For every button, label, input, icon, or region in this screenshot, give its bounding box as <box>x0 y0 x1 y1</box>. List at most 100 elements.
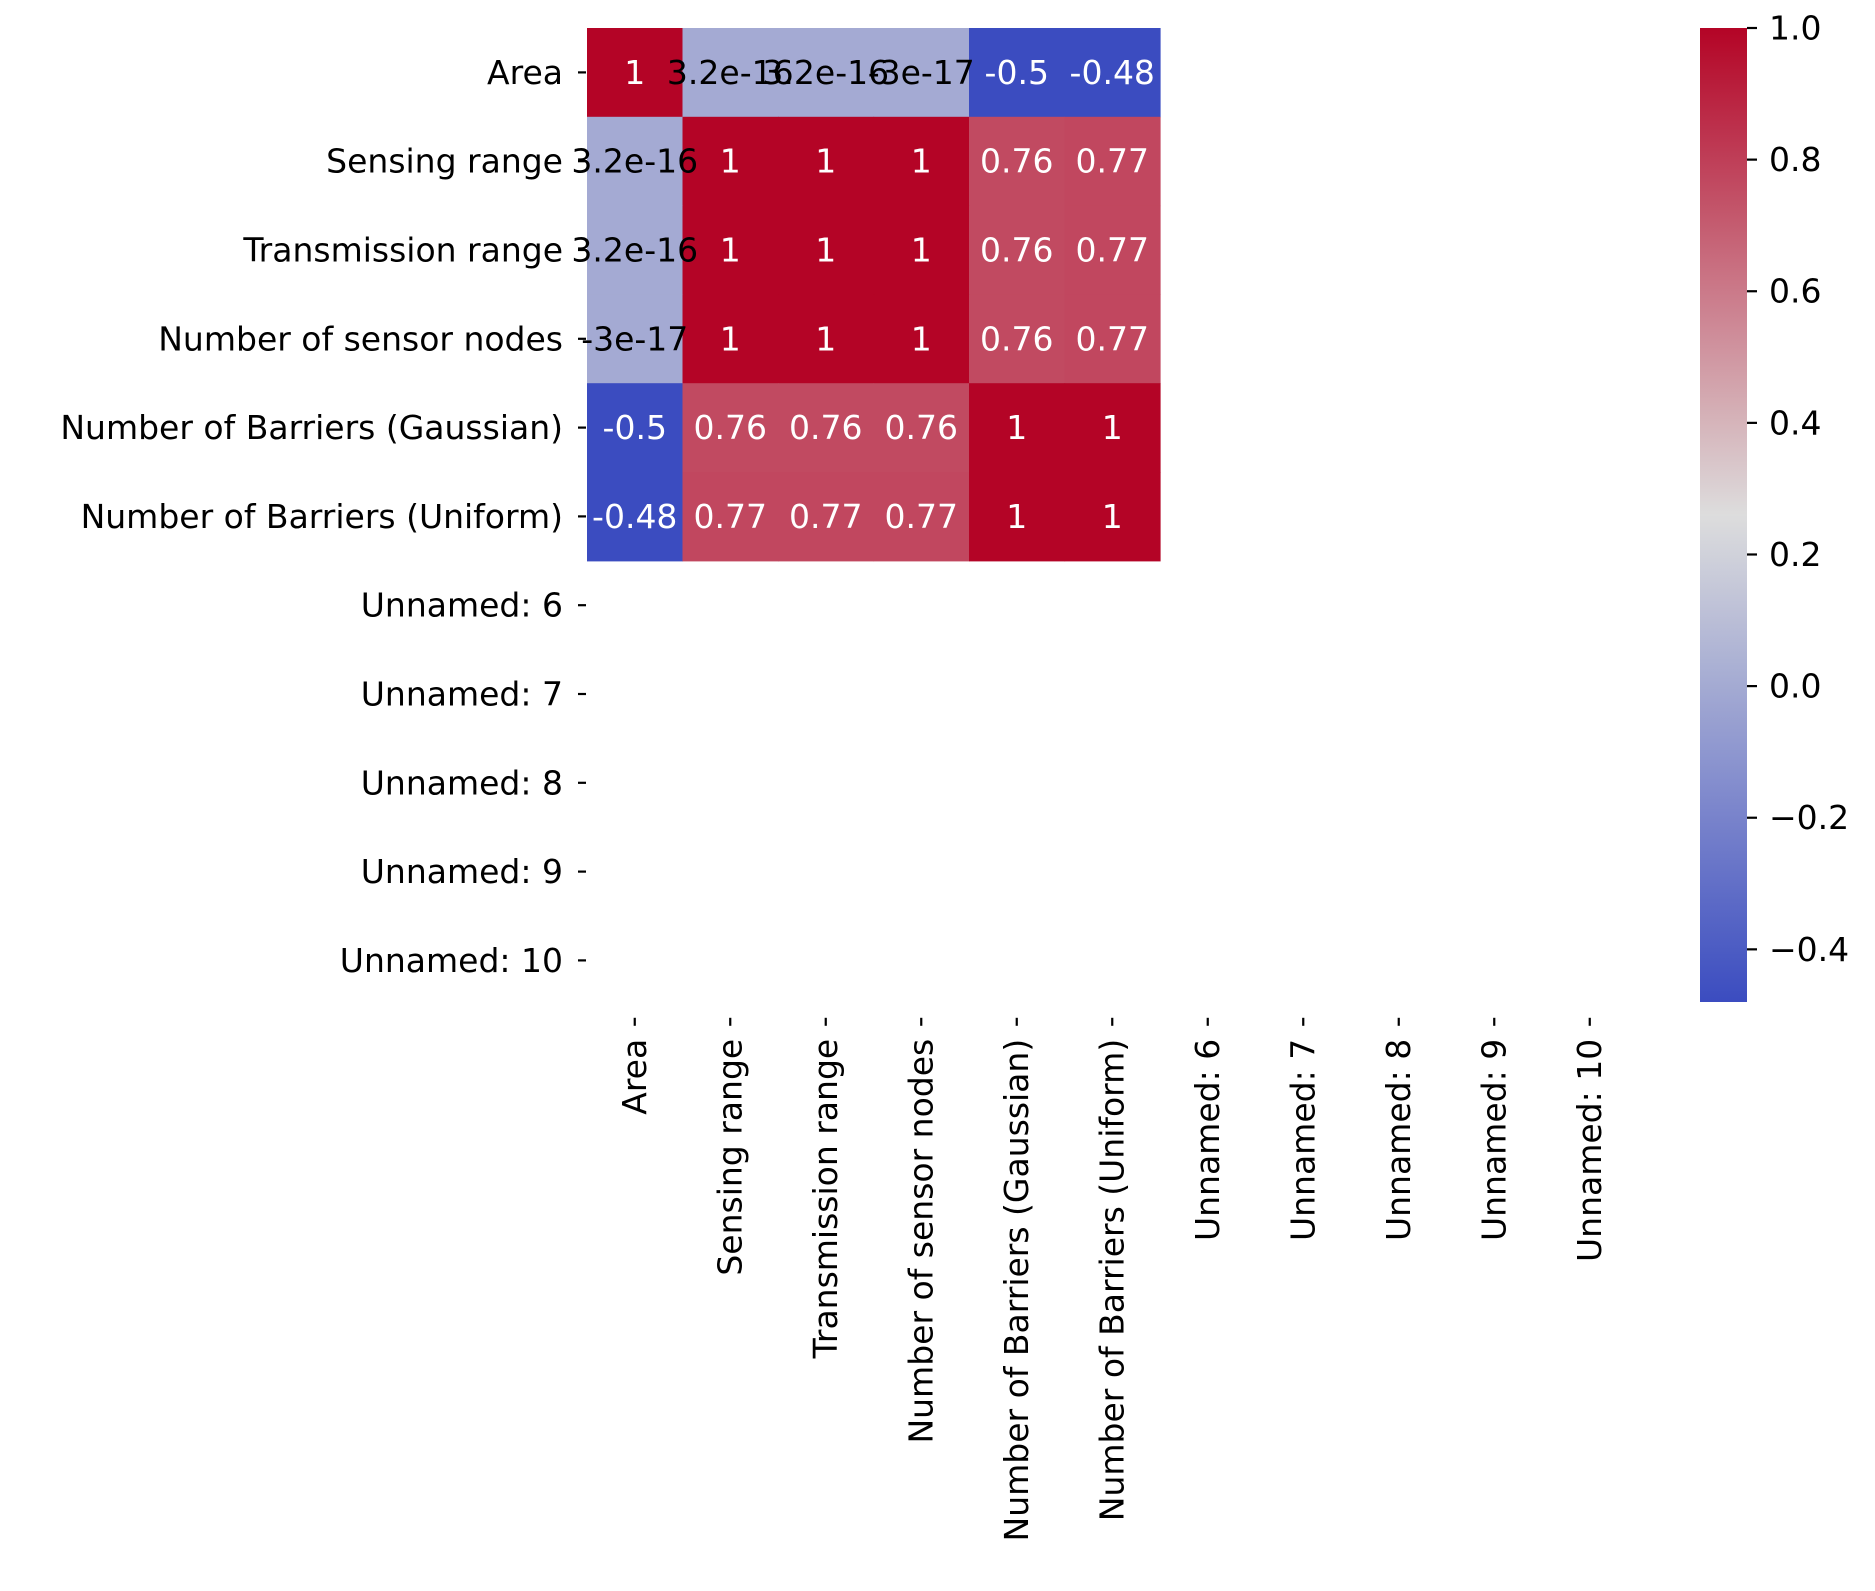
cell-value-label: 3.2e-16 <box>571 142 698 181</box>
colorbar-tick-label: 0.8 <box>1769 140 1821 179</box>
cell-value-label: 1 <box>815 231 836 270</box>
cell-value-label: 1 <box>815 142 836 181</box>
cell-value-label: 0.77 <box>1076 231 1149 270</box>
cell-value-label: 0.76 <box>694 408 767 447</box>
heatmap-cell <box>1064 472 1161 562</box>
y-tick-label: Unnamed: 8 <box>361 763 563 802</box>
colorbar-tick-label: 1.0 <box>1769 9 1821 48</box>
heatmap-cell <box>587 472 684 562</box>
cell-value-label: 1 <box>1006 497 1027 536</box>
colorbar-tick-label: −0.4 <box>1769 930 1849 969</box>
heatmap-cell <box>1064 383 1161 473</box>
cell-value-label: 0.77 <box>789 497 862 536</box>
cell-value-label: 0.77 <box>1076 142 1149 181</box>
heatmap-cell <box>682 383 779 473</box>
x-tick-label: Number of Barriers (Uniform) <box>1093 1039 1132 1521</box>
cell-value-label: 1 <box>815 319 836 358</box>
cell-value-label: -0.48 <box>592 497 677 536</box>
x-tick-label: Unnamed: 7 <box>1284 1039 1323 1241</box>
y-tick-label: Unnamed: 7 <box>361 675 563 714</box>
x-tick-label: Unnamed: 10 <box>1570 1039 1609 1262</box>
heatmap-cell <box>873 294 970 384</box>
cell-value-label: 1 <box>720 231 741 270</box>
cell-value-label: 1 <box>1006 408 1027 447</box>
heatmap-cell <box>682 294 779 384</box>
heatmap-cell <box>873 472 970 562</box>
y-tick-label: Sensing range <box>326 142 563 181</box>
heatmap-cell <box>778 294 875 384</box>
cell-annotations: 1 3.2e-163.2e-16-3e-17 -0.5 -0.483.2e-16 1 1 1… <box>571 53 1155 536</box>
heatmap-cell <box>873 383 970 473</box>
heatmap-cell <box>873 116 970 207</box>
colorbar-tick-label: 0.2 <box>1769 535 1821 574</box>
heatmap-cell <box>587 28 684 118</box>
y-tick-label: Unnamed: 10 <box>340 941 563 980</box>
cell-value-label: 1 <box>1102 408 1123 447</box>
heatmap-cell <box>587 116 684 207</box>
y-tick-label: Number of sensor nodes <box>158 319 563 358</box>
heatmap-cell <box>682 28 779 118</box>
heatmap-cell <box>1064 205 1161 295</box>
colorbar-tick-label: −0.2 <box>1769 798 1849 837</box>
x-axis: Area Sensing range Transmission range Numbe… <box>615 1017 1609 1541</box>
x-tick-label: Unnamed: 6 <box>1188 1039 1227 1241</box>
cell-value-label: -0.5 <box>603 408 667 447</box>
heatmap-cell <box>873 205 970 295</box>
y-tick-label: Transmission range <box>242 231 563 270</box>
x-tick-label: Unnamed: 9 <box>1475 1039 1514 1241</box>
cell-value-label: 3.2e-16 <box>667 53 794 92</box>
cell-value-label: 0.76 <box>789 408 862 447</box>
cell-value-label: 0.76 <box>980 231 1053 270</box>
cell-value-label: 1 <box>911 231 932 270</box>
cell-value-label: 0.76 <box>980 142 1053 181</box>
heatmap-cell <box>778 205 875 295</box>
y-tick-label: Area <box>487 53 563 92</box>
heatmap-cell <box>682 116 779 207</box>
y-tick-label: Unnamed: 6 <box>361 586 563 625</box>
x-tick-label: Sensing range <box>711 1039 750 1276</box>
heatmap-cell <box>587 205 684 295</box>
heatmap-cell <box>587 294 684 384</box>
cell-value-label: 1 <box>1102 497 1123 536</box>
heatmap-cell <box>969 28 1066 118</box>
heatmap-cell <box>778 472 875 562</box>
heatmap-cell <box>682 205 779 295</box>
heatmap-cells <box>587 28 1161 562</box>
heatmap-cell <box>682 472 779 562</box>
heatmap-cell <box>1064 294 1161 384</box>
heatmap-cell <box>873 28 970 118</box>
x-tick-label: Unnamed: 8 <box>1379 1039 1418 1241</box>
y-tick-label: Number of Barriers (Gaussian) <box>60 408 563 447</box>
colorbar-tick-label: 0.0 <box>1769 667 1821 706</box>
cell-value-label: -0.5 <box>985 53 1049 92</box>
cell-value-label: 3.2e-16 <box>571 231 698 270</box>
colorbar-tick-label: 0.4 <box>1769 403 1821 442</box>
cell-value-label: 1 <box>720 142 741 181</box>
y-tick-label: Number of Barriers (Uniform) <box>81 497 563 536</box>
heatmap-cell <box>969 205 1066 295</box>
colorbar-gradient <box>1700 28 1747 1002</box>
colorbar-tick-label: 0.6 <box>1769 272 1821 311</box>
cell-value-label: 3.2e-16 <box>762 53 889 92</box>
x-tick-label: Transmission range <box>806 1039 845 1360</box>
heatmap-cell <box>1064 116 1161 207</box>
cell-value-label: 1 <box>720 319 741 358</box>
heatmap-cell <box>778 28 875 118</box>
cell-value-label: 0.76 <box>885 408 958 447</box>
cell-value-label: 1 <box>911 319 932 358</box>
x-tick-label: Area <box>615 1039 654 1115</box>
cell-value-label: 0.77 <box>694 497 767 536</box>
cell-value-label: 0.77 <box>1076 319 1149 358</box>
heatmap-cell <box>969 383 1066 473</box>
heatmap-cell <box>1064 28 1161 118</box>
heatmap-cell <box>778 116 875 207</box>
heatmap-cell <box>778 383 875 473</box>
heatmap-cell <box>969 294 1066 384</box>
cell-value-label: 1 <box>911 142 932 181</box>
cell-value-label: -0.48 <box>1070 53 1155 92</box>
cell-value-label: -3e-17 <box>868 53 975 92</box>
colorbar: −0.4 −0.2 0.0 0.2 0.4 0.6 0.8 1.0 <box>1700 9 1849 1002</box>
cell-value-label: 0.77 <box>885 497 958 536</box>
cell-value-label: 1 <box>624 53 645 92</box>
